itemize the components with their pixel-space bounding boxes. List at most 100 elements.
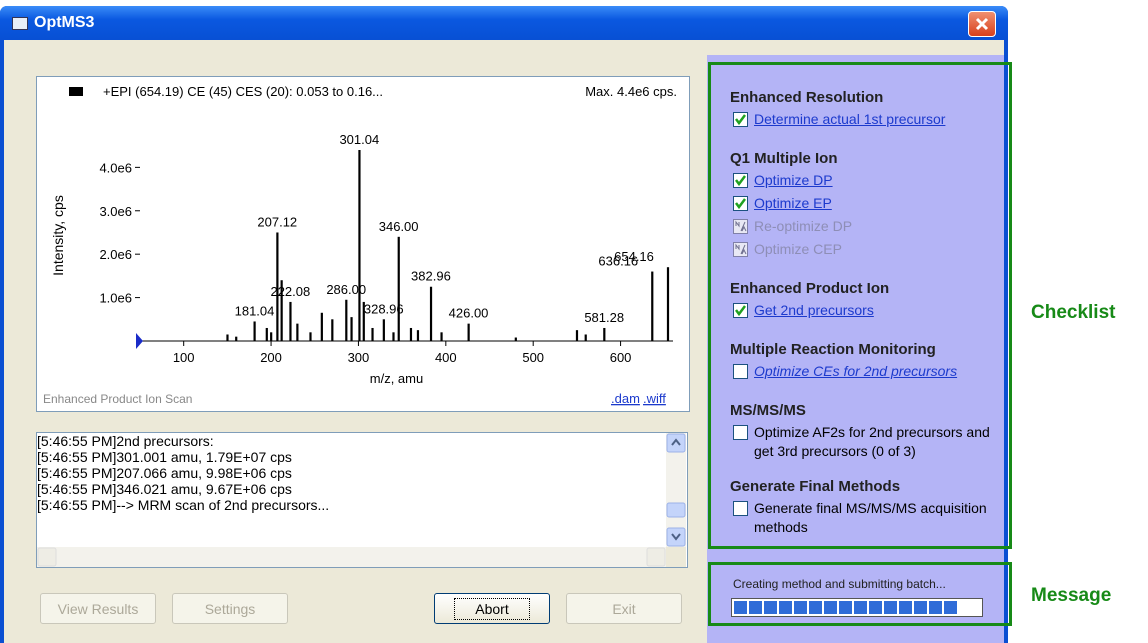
- log-time: [5:46:55 PM]: [37, 481, 117, 497]
- button-label: Settings: [204, 601, 256, 617]
- checklist-section: MS/MS/MS Optimize AF2s for 2nd precursors…: [730, 399, 1000, 461]
- checkbox[interactable]: [733, 501, 748, 516]
- checkbox[interactable]: [733, 364, 748, 379]
- legend-swatch: [69, 87, 83, 96]
- check-mark: [735, 305, 746, 317]
- na-glyph: [735, 243, 747, 255]
- peak: [270, 332, 273, 341]
- file-link[interactable]: .wiff: [643, 391, 666, 406]
- peak-label: 207.12: [257, 214, 297, 229]
- peak-label: 328.96: [364, 301, 404, 316]
- peak-label: 286.00: [326, 282, 366, 297]
- horizontal-scrollbar[interactable]: [37, 547, 686, 567]
- window: OptMS3 +EPI (654.19) CE (45) CES (20): 0…: [0, 6, 1008, 643]
- spectrum-chart: +EPI (654.19) CE (45) CES (20): 0.053 to…: [43, 84, 677, 406]
- peak: [309, 332, 312, 341]
- progress-block: [734, 601, 747, 614]
- peak-label: 222.08: [270, 284, 310, 299]
- axis-origin-marker: [136, 333, 143, 349]
- peak: [358, 150, 361, 341]
- peak: [350, 317, 353, 341]
- peak: [651, 271, 654, 341]
- file-link[interactable]: .dam: [611, 391, 640, 406]
- progress-block: [914, 601, 927, 614]
- check-mark: [735, 175, 746, 187]
- peak: [226, 334, 229, 341]
- checklist-section: Enhanced Product Ion Get 2nd precursors: [730, 277, 1000, 324]
- log-text: 2nd precursors:: [116, 433, 214, 449]
- item-label[interactable]: Optimize EP: [754, 195, 832, 211]
- progress-block: [764, 601, 777, 614]
- log-text: 301.001 amu, 1.79E+07 cps: [116, 449, 292, 465]
- legend-text: +EPI (654.19) CE (45) CES (20): 0.053 to…: [103, 84, 383, 99]
- progress-block: [809, 601, 822, 614]
- checkbox[interactable]: [733, 196, 748, 211]
- peak-label: 181.04: [235, 303, 275, 318]
- button: View Results: [40, 593, 156, 624]
- check-mark: [735, 114, 746, 126]
- section-title: Multiple Reaction Monitoring: [730, 341, 936, 358]
- side-panel: [707, 55, 1004, 643]
- app-icon: [12, 17, 28, 30]
- button-label: View Results: [57, 601, 139, 617]
- vertical-scrollbar[interactable]: [666, 433, 686, 547]
- progress-block: [824, 601, 837, 614]
- spectrum-panel: +EPI (654.19) CE (45) CES (20): 0.053 to…: [36, 76, 690, 412]
- close-icon: [975, 17, 989, 31]
- checkbox-frame: [733, 425, 748, 440]
- peak: [467, 323, 470, 341]
- window-body: +EPI (654.19) CE (45) CES (20): 0.053 to…: [4, 40, 1004, 643]
- peak: [392, 332, 395, 341]
- progress-track: [734, 601, 957, 614]
- checkbox[interactable]: [733, 242, 748, 257]
- progress-block: [944, 601, 957, 614]
- checkbox[interactable]: [733, 173, 748, 188]
- progress-bar: [731, 598, 983, 617]
- checklist-item: Re-optimize DP: [730, 217, 1000, 240]
- checklist-item: Get 2nd precursors: [730, 301, 1000, 324]
- x-tick-label: 600: [610, 350, 632, 365]
- checkbox[interactable]: [733, 112, 748, 127]
- y-tick-label: 2.0e6: [99, 247, 132, 262]
- item-label[interactable]: Get 2nd precursors: [754, 302, 874, 318]
- section-title: Q1 Multiple Ion: [730, 150, 838, 167]
- item-label[interactable]: Determine actual 1st precursor: [754, 111, 946, 127]
- peak-label: 581.28: [584, 310, 624, 325]
- peak: [253, 321, 256, 341]
- item-label[interactable]: Optimize DP: [754, 172, 833, 188]
- item-label[interactable]: Optimize CEs for 2nd precursors: [754, 363, 958, 379]
- checkbox[interactable]: [733, 425, 748, 440]
- button: Exit: [566, 593, 682, 624]
- checkbox-frame: [733, 364, 748, 379]
- log-text: 346.021 amu, 9.67E+06 cps: [116, 481, 292, 497]
- peak: [382, 319, 385, 341]
- button[interactable]: Abort: [434, 593, 550, 624]
- peak-label: 301.04: [339, 132, 379, 147]
- section-title: Enhanced Resolution: [730, 89, 884, 106]
- peak: [235, 336, 238, 341]
- annotation-label: Checklist: [1031, 302, 1116, 323]
- checkbox[interactable]: [733, 219, 748, 234]
- progress-block: [869, 601, 882, 614]
- peak-label: 382.96: [411, 269, 451, 284]
- peak: [362, 301, 365, 341]
- x-tick-label: 500: [522, 350, 544, 365]
- log-time: [5:46:55 PM]: [37, 449, 117, 465]
- y-tick-label: 3.0e6: [99, 204, 132, 219]
- checklist-item: Generate final MS/MS/MS acquisition meth…: [730, 499, 1000, 537]
- y-tick-label: 1.0e6: [99, 291, 132, 306]
- peak: [265, 327, 268, 341]
- peak: [666, 267, 670, 341]
- peak: [416, 330, 420, 341]
- close-button[interactable]: [968, 11, 996, 37]
- progress-block: [779, 601, 792, 614]
- log-row: [5:46:55 PM]301.001 amu, 1.79E+07 cps: [37, 449, 687, 465]
- window-title: OptMS3: [34, 14, 95, 31]
- x-tick-label: 300: [348, 350, 370, 365]
- peak: [603, 327, 606, 341]
- title-bar: OptMS3: [0, 6, 1008, 40]
- status-message: Creating method and submitting batch...: [733, 577, 946, 591]
- peak: [320, 312, 323, 341]
- peak: [584, 334, 587, 341]
- checkbox[interactable]: [733, 303, 748, 318]
